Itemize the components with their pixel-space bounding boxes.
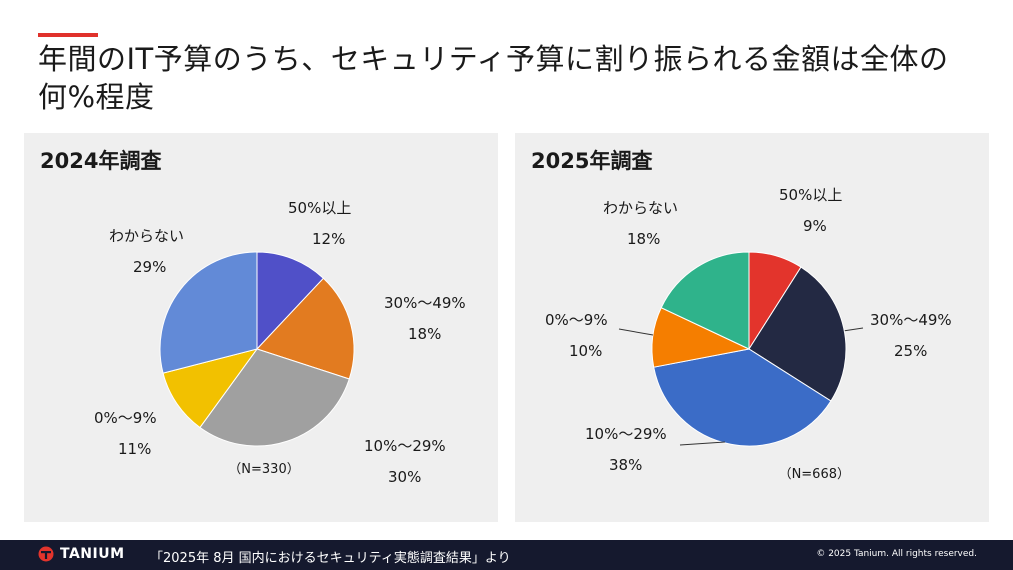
slice-value-label: 30% bbox=[388, 468, 421, 486]
slice-value-label: 25% bbox=[894, 342, 927, 360]
pie-slice bbox=[256, 277, 355, 380]
slice-label: 0%～9% bbox=[94, 409, 157, 427]
sample-size-note: （N=668） bbox=[779, 467, 850, 482]
chart-title-2024: 2024年調査 bbox=[40, 149, 162, 173]
pie-slice bbox=[199, 348, 350, 447]
leader-line bbox=[842, 327, 864, 332]
brand-logo: TANIUM bbox=[38, 546, 125, 562]
pie-chart-2024: 50%以上 12% 30%～49% 18% 10%～29% 30% 0%～9% 11% わからな… bbox=[94, 199, 466, 486]
chart-panel-2024: 2024年調査 50%以上 12% 30%～49% 18% 10%～29% 30% 0%～9… bbox=[24, 133, 498, 522]
chart-title-2025: 2025年調査 bbox=[531, 149, 653, 173]
slice-value-label: 18% bbox=[408, 325, 441, 343]
footer-bar: TANIUM 「2025年 8月 国内におけるセキュリティ実態調査結果」より ©… bbox=[0, 540, 1013, 570]
pie-slice bbox=[748, 266, 847, 402]
tanium-logo-icon bbox=[38, 546, 54, 562]
slice-label: 30%～49% bbox=[870, 311, 952, 329]
slice-label: 50%以上 bbox=[779, 186, 842, 204]
title-accent-bar bbox=[38, 33, 98, 37]
slice-label: わからない bbox=[109, 227, 184, 245]
slice-label: 50%以上 bbox=[288, 199, 351, 217]
pie-slice bbox=[660, 251, 750, 350]
pie-slice bbox=[256, 251, 325, 351]
source-note: 「2025年 8月 国内におけるセキュリティ実態調査結果」より bbox=[150, 551, 511, 566]
brand-name: TANIUM bbox=[60, 546, 125, 562]
slice-value-label: 18% bbox=[627, 230, 660, 248]
chart-panel-2025: 2025年調査 50%以上 9% 30%～49% 25% 10%～29% 38% 0%～9%… bbox=[515, 133, 989, 522]
slice-label: 30%～49% bbox=[384, 294, 466, 312]
pie-chart-2025: 50%以上 9% 30%～49% 25% 10%～29% 38% 0%～9% 10% わからない… bbox=[545, 186, 952, 482]
slice-value-label: 9% bbox=[803, 217, 827, 235]
leader-line bbox=[618, 328, 654, 336]
pie-slice bbox=[159, 251, 258, 374]
slide-title: 年間のIT予算のうち、セキュリティ予算に割り振られる金額は全体の何%程度 bbox=[38, 42, 949, 114]
slice-value-label: 38% bbox=[609, 456, 642, 474]
leader-line bbox=[679, 441, 726, 446]
copyright: © 2025 Tanium. All rights reserved. bbox=[816, 549, 977, 559]
slice-value-label: 12% bbox=[312, 230, 345, 248]
slice-value-label: 11% bbox=[118, 440, 151, 458]
slice-label: 10%～29% bbox=[585, 425, 667, 443]
sample-size-note: （N=330） bbox=[228, 462, 299, 477]
slice-value-label: 10% bbox=[569, 342, 602, 360]
slice-value-label: 29% bbox=[133, 258, 166, 276]
slice-label: 0%～9% bbox=[545, 311, 608, 329]
pie-slice bbox=[162, 348, 259, 429]
pie-slice bbox=[653, 348, 832, 447]
slice-label: 10%～29% bbox=[364, 437, 446, 455]
slice-label: わからない bbox=[603, 199, 678, 217]
